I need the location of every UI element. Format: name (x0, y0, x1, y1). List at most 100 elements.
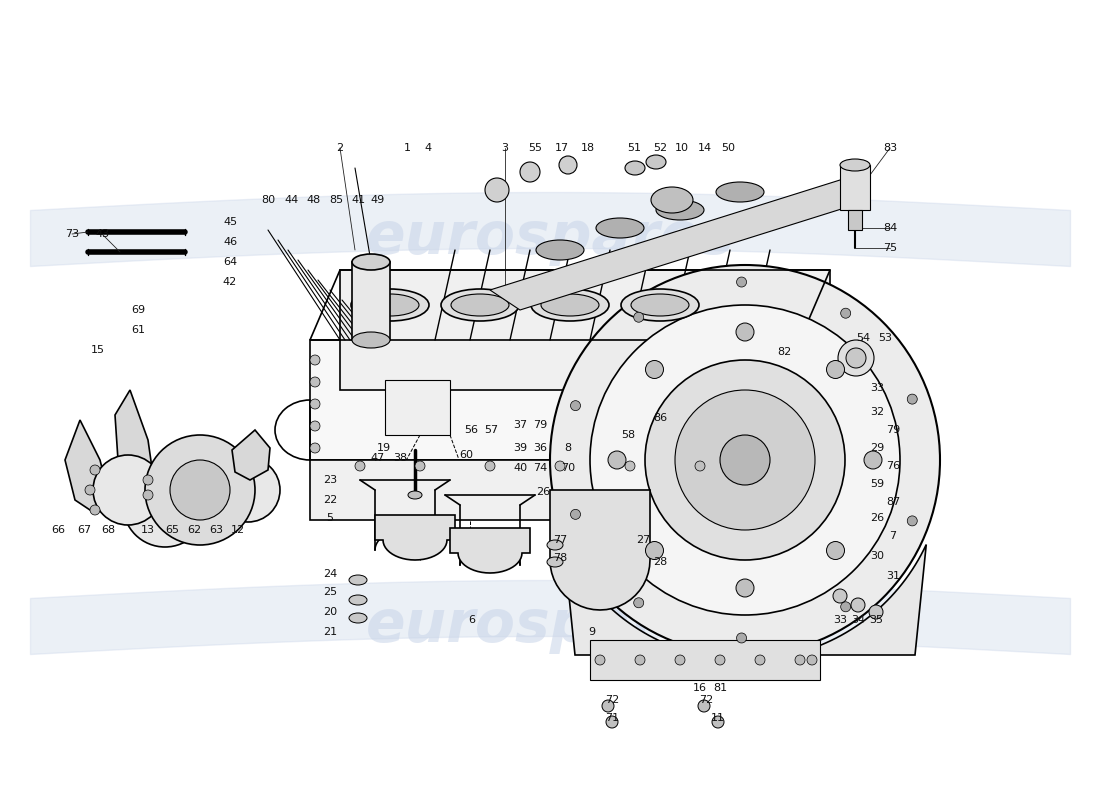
Text: 50: 50 (720, 143, 735, 153)
Circle shape (602, 700, 614, 712)
Text: 33: 33 (870, 383, 884, 393)
Text: 8: 8 (564, 443, 572, 453)
Text: 86: 86 (653, 413, 667, 423)
Circle shape (94, 455, 163, 525)
Circle shape (908, 516, 917, 526)
Ellipse shape (716, 182, 764, 202)
Text: 62: 62 (187, 525, 201, 535)
Ellipse shape (596, 218, 644, 238)
Ellipse shape (349, 595, 367, 605)
Text: eurospares: eurospares (365, 210, 735, 266)
Ellipse shape (441, 289, 519, 321)
Text: 79: 79 (886, 425, 900, 435)
Circle shape (634, 598, 643, 608)
Text: 49: 49 (371, 195, 385, 205)
Circle shape (736, 323, 754, 341)
Ellipse shape (531, 289, 609, 321)
Text: 56: 56 (464, 425, 478, 435)
Text: 40: 40 (513, 463, 527, 473)
Text: 63: 63 (209, 525, 223, 535)
Ellipse shape (547, 540, 563, 550)
Circle shape (145, 435, 255, 545)
Circle shape (571, 401, 581, 410)
Text: 45: 45 (223, 217, 238, 227)
Circle shape (646, 361, 663, 378)
Circle shape (170, 460, 230, 520)
Circle shape (485, 461, 495, 471)
Text: 82: 82 (777, 347, 791, 357)
Polygon shape (490, 180, 870, 310)
Ellipse shape (361, 294, 419, 316)
Text: 39: 39 (513, 443, 527, 453)
Polygon shape (232, 430, 270, 480)
Text: 10: 10 (675, 143, 689, 153)
Text: eurospares: eurospares (365, 598, 735, 654)
Circle shape (851, 598, 865, 612)
Text: 70: 70 (561, 463, 575, 473)
Text: 21: 21 (323, 627, 337, 637)
Text: 81: 81 (713, 683, 727, 693)
Text: 3: 3 (502, 143, 508, 153)
Ellipse shape (621, 289, 698, 321)
Circle shape (143, 490, 153, 500)
Text: 31: 31 (886, 571, 900, 581)
Circle shape (869, 605, 883, 619)
Text: 2: 2 (337, 143, 343, 153)
Circle shape (608, 451, 626, 469)
Polygon shape (563, 545, 926, 660)
Text: 34: 34 (851, 615, 865, 625)
Circle shape (634, 312, 643, 322)
Text: 68: 68 (101, 525, 116, 535)
Circle shape (736, 579, 754, 597)
Circle shape (310, 377, 320, 387)
Text: 83: 83 (883, 143, 898, 153)
Text: 51: 51 (627, 143, 641, 153)
Text: 20: 20 (323, 607, 337, 617)
Text: 37: 37 (513, 420, 527, 430)
Circle shape (520, 162, 540, 182)
Text: 27: 27 (636, 535, 650, 545)
Text: 58: 58 (620, 430, 635, 440)
Polygon shape (840, 165, 870, 210)
Circle shape (415, 461, 425, 471)
Polygon shape (450, 528, 530, 573)
Ellipse shape (352, 254, 390, 270)
Text: 55: 55 (528, 143, 542, 153)
Ellipse shape (408, 491, 422, 499)
Circle shape (162, 452, 238, 528)
Circle shape (635, 655, 645, 665)
Text: 57: 57 (484, 425, 498, 435)
Circle shape (646, 542, 663, 559)
Text: 23: 23 (323, 475, 337, 485)
Circle shape (737, 633, 747, 643)
Circle shape (807, 655, 817, 665)
Circle shape (755, 461, 764, 471)
Text: 7: 7 (890, 531, 896, 541)
Text: 6: 6 (469, 615, 475, 625)
Circle shape (485, 178, 509, 202)
Text: 26: 26 (536, 487, 550, 497)
Circle shape (556, 461, 565, 471)
Text: 60: 60 (459, 450, 473, 460)
Text: 13: 13 (141, 525, 155, 535)
Circle shape (826, 542, 845, 559)
Polygon shape (352, 262, 390, 340)
Ellipse shape (656, 200, 704, 220)
Polygon shape (116, 390, 152, 475)
Polygon shape (375, 515, 455, 560)
Polygon shape (65, 420, 110, 510)
Circle shape (908, 394, 917, 404)
Text: 77: 77 (553, 535, 568, 545)
Text: 14: 14 (697, 143, 712, 153)
Text: 65: 65 (165, 525, 179, 535)
Circle shape (90, 465, 100, 475)
Circle shape (310, 399, 320, 409)
Text: 76: 76 (886, 461, 900, 471)
Circle shape (310, 355, 320, 365)
Text: 42: 42 (223, 277, 238, 287)
Polygon shape (848, 210, 862, 230)
Text: 33: 33 (833, 615, 847, 625)
Circle shape (559, 156, 578, 174)
Text: 61: 61 (131, 325, 145, 335)
Polygon shape (310, 460, 800, 520)
